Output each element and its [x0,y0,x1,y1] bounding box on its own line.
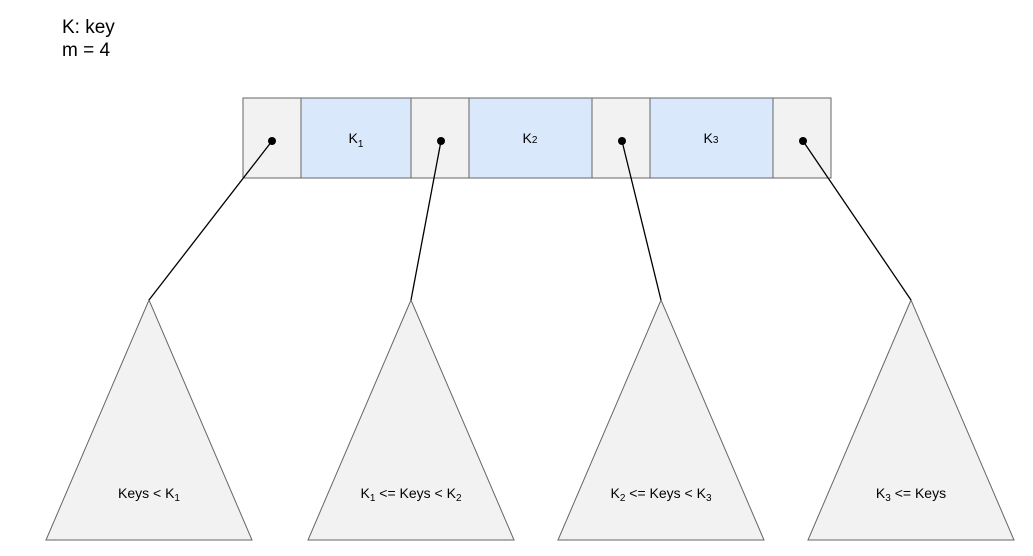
pointer-dots [268,137,807,145]
pointer-line-3 [802,140,912,301]
subtrees [45,298,1015,541]
subtree-label-3: K3 <= Keys [876,485,946,504]
pointer-cell-2 [591,97,651,179]
legend: K: key m = 4 [62,16,115,62]
key-cell-3 [649,97,774,179]
pointer-dot-3 [799,137,807,145]
key-label-1: K1 [349,130,364,150]
key-label-3: K3 [704,130,719,146]
key-label-2: K2 [523,130,538,146]
subtree-triangle-3 [807,298,1015,541]
pointer-lines [148,140,912,301]
subtree-label-0: Keys < K1 [118,485,180,504]
subtree-triangle-0 [45,298,253,541]
subtree-label-1: K1 <= Keys < K2 [360,485,461,504]
pointer-dot-0 [268,137,276,145]
subtree-label-2: K2 <= Keys < K3 [610,485,711,504]
subtree-triangle-2 [557,298,765,541]
pointer-dot-2 [618,137,626,145]
key-cell-2 [468,97,593,179]
legend-order: m = 4 [62,40,111,61]
pointer-line-0 [148,140,273,301]
pointer-dot-1 [437,137,445,145]
legend-key-definition: K: key [62,17,115,38]
subtree-triangle-1 [307,298,515,541]
pointer-line-2 [621,140,662,301]
pointer-line-1 [410,140,442,301]
